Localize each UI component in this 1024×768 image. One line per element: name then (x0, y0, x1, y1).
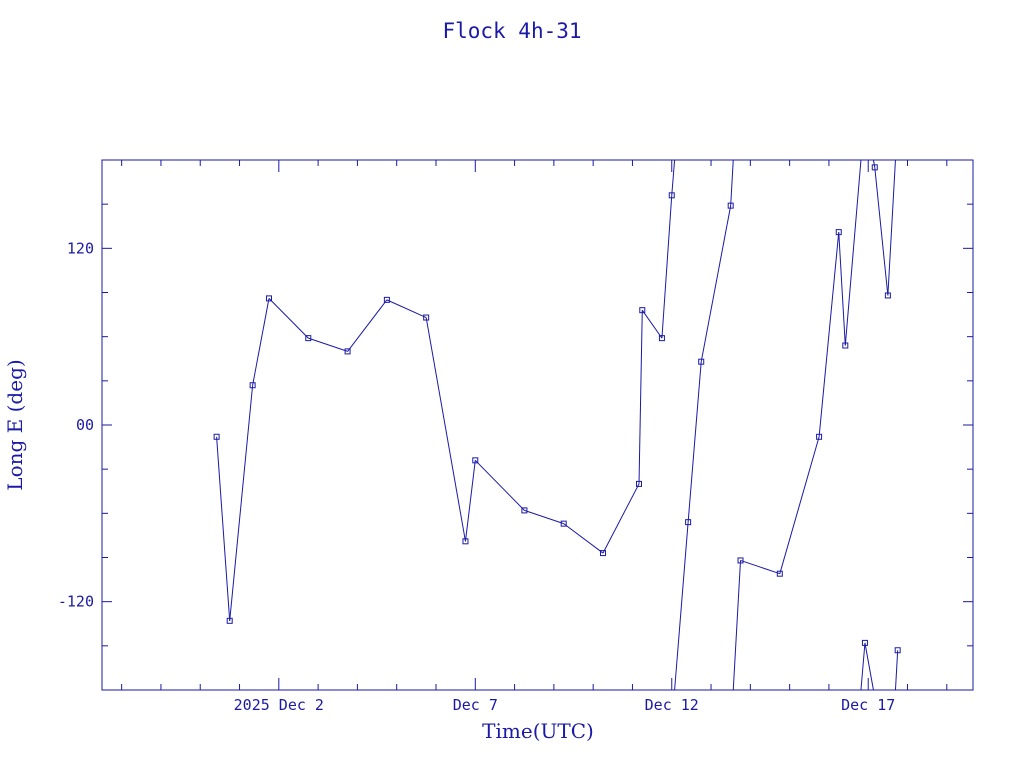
series-segment (864, 642, 874, 691)
series-segment (779, 436, 820, 574)
x-tick-label: Dec 7 (453, 696, 498, 714)
series-segment (229, 385, 254, 621)
y-axis-label: Long E (deg) (3, 359, 27, 490)
data-point (383, 296, 390, 303)
data-point (816, 433, 823, 440)
data-point (636, 480, 643, 487)
data-point (884, 292, 891, 299)
y-tick-label: -120 (58, 593, 94, 611)
series-segment (347, 299, 388, 352)
series-segment (740, 559, 780, 575)
data-point (344, 348, 351, 355)
x-tick-label: Dec 12 (645, 696, 699, 714)
series-segment (872, 159, 876, 168)
data-point (639, 307, 646, 314)
x-axis-label: Time(UTC) (482, 719, 594, 743)
data-point (226, 617, 233, 624)
series-segment (818, 232, 840, 437)
y-tick-label: 00 (76, 416, 94, 434)
series-segment (638, 310, 643, 484)
series-segment (671, 159, 676, 196)
x-tick-label: Dec 17 (841, 696, 895, 714)
data-point (894, 647, 901, 654)
data-point (727, 202, 734, 209)
series-segment (661, 195, 673, 339)
data-point (599, 550, 606, 557)
series-segment (308, 337, 348, 352)
y-tick-label: 120 (67, 239, 94, 257)
data-point (668, 192, 675, 199)
series-segment (700, 205, 732, 362)
series-segment (524, 509, 564, 525)
series-segment (464, 460, 476, 542)
data-point (305, 335, 312, 342)
x-tick-label: 2025 Dec 2 (234, 696, 324, 714)
plot-area: 120 00 -120 2025 Dec 2 Dec 7 Dec 12 Dec 17 (58, 159, 974, 714)
data-point (521, 507, 528, 514)
series-segment (860, 642, 866, 691)
data-point (213, 433, 220, 440)
series-segment (887, 159, 896, 296)
series-segment (730, 159, 734, 206)
data-point (265, 295, 272, 302)
series-segment (894, 650, 899, 691)
data-point (462, 538, 469, 545)
data-point (861, 639, 868, 646)
series-segment (874, 167, 889, 296)
series-segment (474, 459, 525, 511)
series-segment (268, 298, 309, 339)
series-segment (687, 361, 702, 523)
plot-frame (101, 159, 974, 691)
series-segment (838, 232, 846, 346)
data-point (423, 314, 430, 321)
series-segment (386, 299, 427, 318)
chart-title: Flock 4h-31 (442, 19, 581, 43)
series-segment (602, 483, 640, 554)
data-point (249, 382, 256, 389)
series-segment (216, 436, 231, 621)
data-point (560, 520, 567, 527)
series-segment (844, 159, 862, 346)
data-point (737, 557, 744, 564)
series-segment (425, 317, 466, 542)
data-point (472, 457, 479, 464)
series-segment (252, 298, 270, 386)
series-segment (732, 560, 742, 691)
data-point (685, 519, 692, 526)
data-point (776, 570, 783, 577)
data-point (835, 229, 842, 236)
data-point (658, 335, 665, 342)
data-point (871, 164, 878, 171)
data-point (698, 358, 705, 365)
series-segment (641, 309, 663, 339)
series-segment (674, 522, 689, 691)
series-segment (563, 523, 604, 554)
data-point (842, 342, 849, 349)
